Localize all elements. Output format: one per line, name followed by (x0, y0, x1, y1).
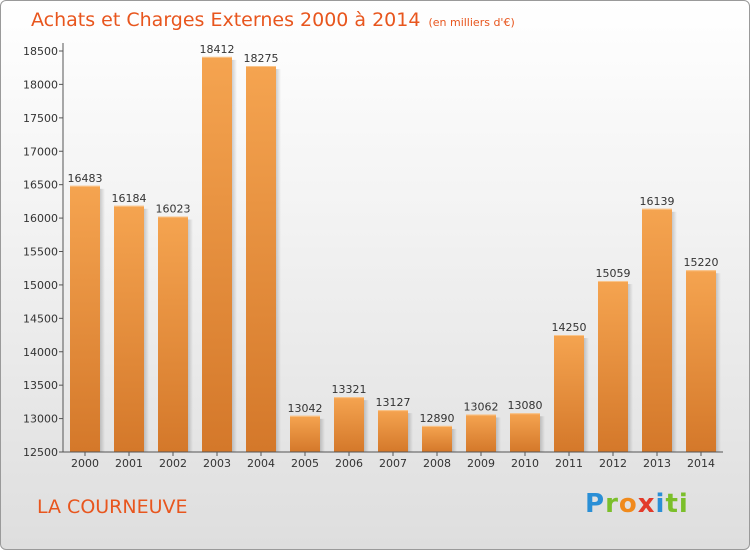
bar-value-label: 16483 (68, 172, 103, 185)
bar (246, 66, 276, 452)
logo-letter: ti (665, 489, 689, 519)
bar-value-label: 13080 (508, 399, 543, 412)
x-tick-label: 2010 (511, 457, 539, 470)
bar-value-label: 12890 (420, 412, 455, 425)
y-tick-label: 16500 (23, 179, 58, 192)
bar-value-label: 15059 (596, 267, 631, 280)
bar-value-label: 15220 (684, 256, 719, 269)
y-tick-label: 12500 (23, 446, 58, 459)
bar-shadow (364, 400, 369, 452)
logo-letter: o (618, 489, 638, 519)
x-tick-label: 2003 (203, 457, 231, 470)
y-axis: 12500 13000 13500 14000 14500 15000 15500 16000… (23, 43, 64, 459)
bar-shadow (320, 418, 325, 452)
bar-shadow (276, 69, 281, 452)
y-tick-label: 18000 (23, 78, 58, 91)
bar-value-label: 13127 (376, 396, 411, 409)
chart-unit-note: (en milliers d'€) (428, 16, 515, 29)
bar-value-label: 16023 (156, 203, 191, 216)
bar-value-label: 18275 (244, 52, 279, 65)
bar (334, 397, 364, 452)
bar (202, 56, 232, 452)
bar-shadow (672, 211, 677, 452)
chart-title: Achats et Charges Externes 2000 à 2014 (e… (31, 9, 515, 31)
y-tick-label: 17500 (23, 112, 58, 125)
x-tick-label: 2001 (115, 457, 143, 470)
bar (642, 208, 672, 452)
bars: 16483 16184 16023 18412 18275 13042 13321 13127… (68, 43, 721, 452)
y-tick-label: 13500 (23, 379, 58, 392)
x-tick-label: 2009 (467, 457, 495, 470)
bar-shadow (408, 413, 413, 452)
bar-shadow (100, 188, 105, 452)
y-tick-label: 14000 (23, 346, 58, 359)
y-tick-label: 17000 (23, 145, 58, 158)
bar-shadow (496, 417, 501, 452)
bar (510, 413, 540, 452)
bar-value-label: 13042 (288, 402, 323, 415)
x-tick-label: 2006 (335, 457, 363, 470)
y-tick-label: 15500 (23, 246, 58, 259)
proxiti-logo: Proxiti (585, 489, 689, 519)
bar-value-label: 13062 (464, 400, 499, 413)
x-tick-label: 2008 (423, 457, 451, 470)
logo-letter: x (637, 489, 656, 519)
bar-shadow (144, 208, 149, 452)
bar (466, 414, 496, 452)
chart-title-text: Achats et Charges Externes 2000 à 2014 (31, 9, 421, 31)
y-tick-label: 14500 (23, 312, 58, 325)
logo-letter: P (585, 489, 606, 519)
bar (422, 425, 452, 452)
bar-shadow (452, 428, 457, 452)
bar-shadow (584, 338, 589, 452)
bar-value-label: 16139 (640, 195, 675, 208)
bar-shadow (716, 273, 721, 452)
bar (686, 270, 716, 452)
x-axis: 2000 2001 2002 2003 2004 2005 2006 2007 2008 2009… (63, 451, 723, 470)
bar-shadow (232, 59, 237, 452)
bar (598, 280, 628, 452)
x-tick-label: 2012 (599, 457, 627, 470)
bar (554, 335, 584, 452)
bar (378, 410, 408, 452)
x-tick-label: 2004 (247, 457, 275, 470)
x-tick-label: 2011 (555, 457, 583, 470)
y-tick-label: 13000 (23, 413, 58, 426)
y-tick-label: 16000 (23, 212, 58, 225)
x-tick-label: 2013 (643, 457, 671, 470)
bar-shadow (628, 283, 633, 452)
x-tick-label: 2005 (291, 457, 319, 470)
x-tick-label: 2014 (687, 457, 715, 470)
y-tick-label: 18500 (23, 45, 58, 58)
x-tick-label: 2000 (71, 457, 99, 470)
bar-value-label: 18412 (200, 43, 235, 56)
bar-shadow (540, 416, 545, 452)
bar-value-label: 14250 (552, 321, 587, 334)
logo-letter: r (605, 489, 619, 519)
bar-value-label: 16184 (112, 192, 147, 205)
place-name: LA COURNEUVE (37, 496, 188, 518)
x-tick-label: 2007 (379, 457, 407, 470)
bar (290, 415, 320, 452)
bar (114, 205, 144, 452)
bar (158, 216, 188, 452)
logo-letter: i (655, 489, 666, 519)
bar (70, 185, 100, 452)
y-tick-label: 15000 (23, 279, 58, 292)
x-tick-label: 2002 (159, 457, 187, 470)
bar-shadow (188, 219, 193, 452)
bar-value-label: 13321 (332, 383, 367, 396)
